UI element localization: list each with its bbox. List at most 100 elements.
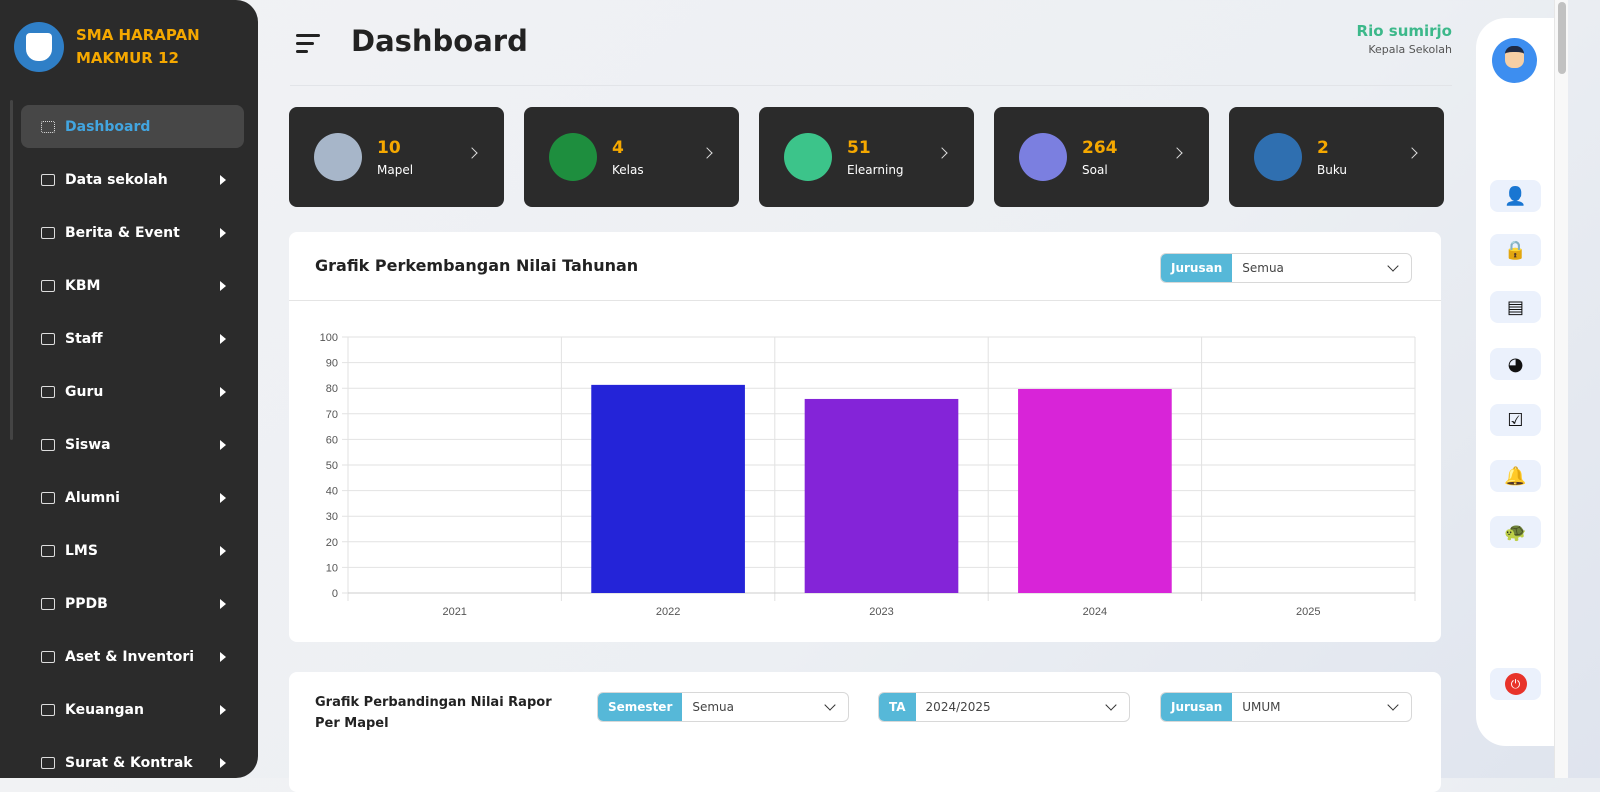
sidebar: SMA HARAPAN MAKMUR 12 Dashboard Data seko… [0, 0, 258, 778]
semester-select[interactable]: Semester Semua [597, 692, 849, 722]
sidebar-item-ppdb[interactable]: PPDB [21, 582, 244, 625]
stat-card-mapel[interactable]: 10 Mapel [289, 107, 504, 207]
sidebar-item-label: Berita & Event [65, 224, 180, 241]
lab-icon [314, 133, 362, 181]
stat-label: Mapel [377, 162, 414, 177]
sidebar-item-label: KBM [65, 277, 101, 294]
bar-2024 [1018, 388, 1172, 593]
chart-title: Grafik Perkembangan Nilai Tahunan [315, 256, 639, 275]
select-value: 2024/2025 [925, 700, 991, 714]
sidebar-item-lms[interactable]: LMS [21, 529, 244, 572]
y-tick-label: 90 [326, 358, 338, 370]
user-info[interactable]: Rio sumirjo Kepala Sekolah [1357, 22, 1452, 56]
power-icon: ⏻ [1504, 673, 1527, 695]
menu-icon [41, 597, 55, 610]
x-tick-label: 2024 [1083, 606, 1107, 618]
x-tick-label: 2025 [1296, 606, 1320, 618]
caret-right-icon [220, 439, 226, 450]
pie-chart-button[interactable]: ◕ [1490, 348, 1541, 380]
jurusan-select[interactable]: Jurusan Semua [1160, 253, 1412, 283]
caret-right-icon [220, 651, 226, 662]
select-label: TA [879, 693, 916, 721]
menu-icon [41, 438, 55, 451]
menu-icon [41, 226, 55, 239]
sidebar-item-guru[interactable]: Guru [21, 370, 244, 413]
sidebar-item-data-sekolah[interactable]: Data sekolah [21, 158, 244, 201]
page-title: Dashboard [351, 24, 528, 58]
x-tick-label: 2022 [656, 606, 680, 618]
ta-select[interactable]: TA 2024/2025 [878, 692, 1130, 722]
menu-icon [41, 491, 55, 504]
bar-2023 [804, 398, 959, 593]
stat-label: Kelas [612, 162, 644, 177]
books-icon [1254, 133, 1302, 181]
sidebar-scrollbar[interactable] [10, 100, 13, 440]
x-tick-label: 2023 [869, 606, 893, 618]
stat-cards: 10 Mapel 4 Kelas 51 Elearning 264 Soal 2 Buku [289, 107, 1444, 207]
sidebar-item-label: Guru [65, 383, 104, 400]
user-edit-icon: 👤 [1504, 185, 1527, 207]
stat-card-buku[interactable]: 2 Buku [1229, 107, 1444, 207]
question-chat-icon [1019, 133, 1067, 181]
sidebar-item-staff[interactable]: Staff [21, 317, 244, 360]
page-scrollbar[interactable] [1554, 0, 1568, 778]
sidebar-item-alumni[interactable]: Alumni [21, 476, 244, 519]
report-button[interactable]: ▤ [1490, 291, 1541, 323]
sidebar-item-kbm[interactable]: KBM [21, 264, 244, 307]
stat-card-elearning[interactable]: 51 Elearning [759, 107, 974, 207]
stat-label: Buku [1317, 162, 1348, 177]
chevron-down-icon [1387, 699, 1399, 711]
report-icon: ▤ [1506, 296, 1524, 318]
turtle-icon: 🐢 [1504, 521, 1527, 543]
stat-card-kelas[interactable]: 4 Kelas [524, 107, 739, 207]
caret-right-icon [220, 598, 226, 609]
y-tick-label: 10 [326, 562, 338, 574]
bell-button[interactable]: 🔔 [1490, 460, 1541, 492]
bar-chart: 0 10 20 30 40 50 60 70 80 90 100 2021 2022 2023 2024 20… [320, 332, 1416, 618]
caret-right-icon [220, 227, 226, 238]
jurusan-select[interactable]: Jurusan UMUM [1160, 692, 1412, 722]
stat-label: Elearning [847, 162, 904, 177]
checklist-icon: ☑ [1507, 409, 1524, 431]
sidebar-item-siswa[interactable]: Siswa [21, 423, 244, 466]
stat-value: 10 [377, 137, 401, 158]
chevron-right-icon [701, 147, 713, 159]
sidebar-item-label: PPDB [65, 595, 108, 612]
chart-panel: Grafik Perkembangan Nilai Tahunan Jurusa… [289, 232, 1441, 642]
sidebar-item-keuangan[interactable]: Keuangan [21, 688, 244, 731]
sidebar-item-berita-event[interactable]: Berita & Event [21, 211, 244, 254]
sidebar-item-label: Dashboard [65, 118, 151, 135]
stat-value: 264 [1082, 137, 1118, 158]
select-label: Jurusan [1161, 254, 1233, 282]
user-name: Rio sumirjo [1356, 22, 1452, 40]
menu-toggle-icon[interactable] [296, 34, 320, 58]
sidebar-item-surat-kontrak[interactable]: Surat & Kontrak [21, 741, 244, 778]
lock-button[interactable]: 🔒 [1490, 234, 1541, 266]
stat-value: 2 [1317, 137, 1329, 158]
chevron-right-icon [1406, 147, 1418, 159]
menu-icon [41, 385, 55, 398]
select-label: Semester [598, 693, 683, 721]
brand: SMA HARAPAN MAKMUR 12 [14, 22, 216, 72]
logout-button[interactable]: ⏻ [1490, 668, 1541, 700]
sidebar-item-aset-inventori[interactable]: Aset & Inventori [21, 635, 244, 678]
caret-right-icon [220, 757, 226, 768]
caret-right-icon [220, 492, 226, 503]
chevron-right-icon [936, 147, 948, 159]
bell-icon: 🔔 [1504, 465, 1527, 487]
turtle-button[interactable]: 🐢 [1490, 516, 1541, 548]
menu-icon [41, 173, 55, 186]
avatar[interactable] [1492, 38, 1537, 83]
stat-card-soal[interactable]: 264 Soal [994, 107, 1209, 207]
sidebar-item-label: Data sekolah [65, 171, 168, 188]
y-tick-label: 80 [326, 383, 338, 395]
chevron-down-icon [824, 699, 836, 711]
compare-title: Grafik Perbandingan Nilai Rapor Per Mape… [315, 695, 552, 731]
school-name: SMA HARAPAN MAKMUR 12 [76, 26, 200, 67]
y-tick-label: 0 [332, 588, 338, 600]
y-tick-label: 20 [326, 537, 338, 549]
y-tick-label: 30 [326, 511, 338, 523]
sidebar-item-dashboard[interactable]: Dashboard [21, 105, 244, 148]
user-edit-button[interactable]: 👤 [1490, 180, 1541, 212]
checklist-button[interactable]: ☑ [1490, 404, 1541, 436]
